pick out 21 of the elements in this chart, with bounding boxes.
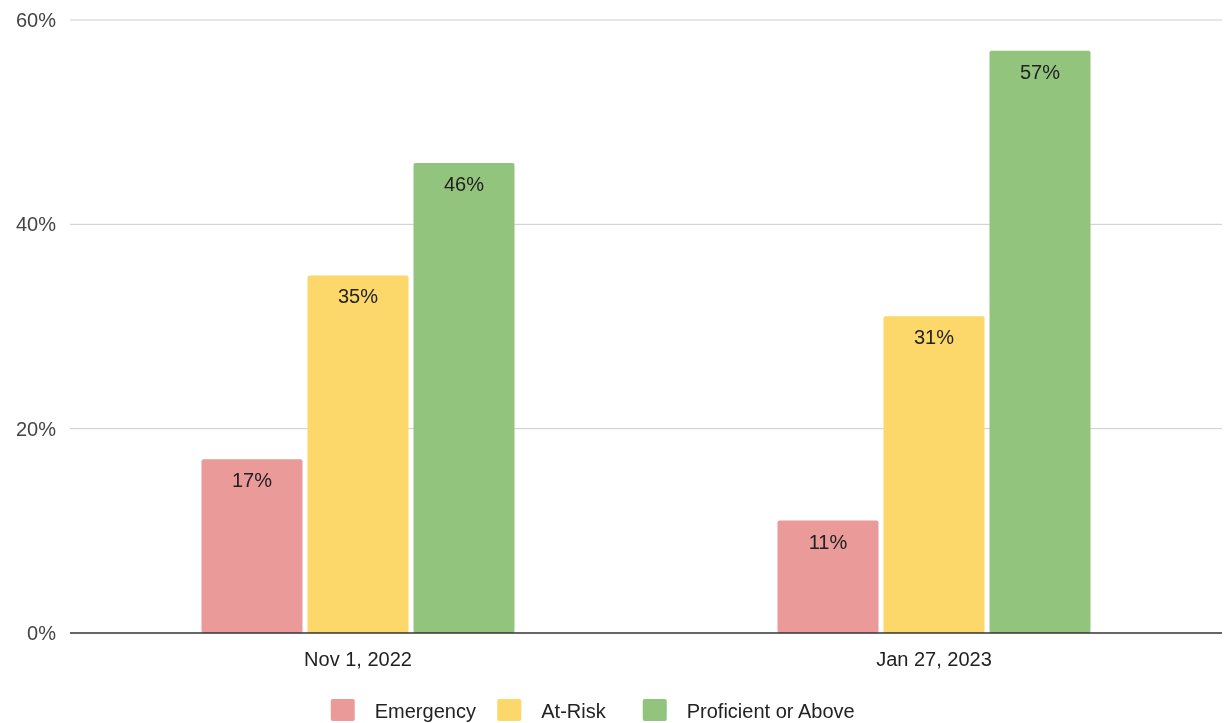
bar xyxy=(307,275,409,633)
data-label: 17% xyxy=(231,469,273,492)
data-label: 57% xyxy=(1019,60,1061,83)
y-tick-label: 0% xyxy=(27,622,57,644)
y-tick-label: 40% xyxy=(15,213,57,236)
y-tick-label: 20% xyxy=(15,417,57,440)
data-label: 31% xyxy=(913,326,955,349)
bar xyxy=(777,520,879,633)
data-label: 35% xyxy=(337,285,379,308)
y-tick-label: 60% xyxy=(15,9,57,31)
bar xyxy=(883,316,985,633)
bar xyxy=(989,50,1091,633)
legend-label: Proficient or Above xyxy=(686,700,855,722)
x-tick-label: Nov 1, 2022 xyxy=(304,648,412,670)
bar xyxy=(201,459,303,633)
data-label: 46% xyxy=(443,173,485,196)
legend-label: At-Risk xyxy=(541,700,607,722)
bar xyxy=(413,163,515,633)
data-label: 11% xyxy=(808,530,848,553)
x-tick-label: Jan 27, 2023 xyxy=(876,648,992,670)
legend-label: Emergency xyxy=(374,700,476,722)
